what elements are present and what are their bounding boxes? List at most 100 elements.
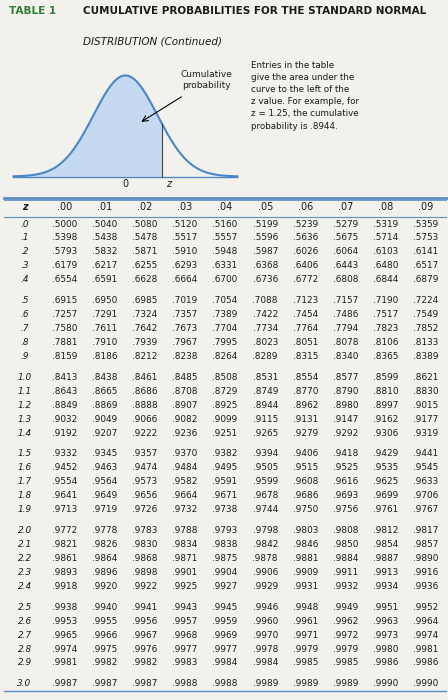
Text: .5871: .5871 xyxy=(132,247,158,256)
Text: .9177: .9177 xyxy=(413,414,438,424)
Text: .9934: .9934 xyxy=(373,582,398,591)
Text: .9686: .9686 xyxy=(293,491,318,500)
Text: .9983: .9983 xyxy=(172,659,198,668)
Text: .9953: .9953 xyxy=(52,617,77,626)
Text: Cumulative
probability: Cumulative probability xyxy=(180,70,232,90)
Text: .7357: .7357 xyxy=(172,310,198,319)
Text: .9357: .9357 xyxy=(132,449,158,459)
Text: .9463: .9463 xyxy=(92,463,117,473)
Text: .9932: .9932 xyxy=(333,582,358,591)
Text: .9987: .9987 xyxy=(132,680,158,688)
Text: .5910: .5910 xyxy=(172,247,198,256)
Text: .9066: .9066 xyxy=(132,414,158,424)
Text: .9936: .9936 xyxy=(413,582,438,591)
Text: .9162: .9162 xyxy=(373,414,398,424)
Text: .8749: .8749 xyxy=(253,387,278,395)
Text: .9975: .9975 xyxy=(92,645,117,654)
Text: .9887: .9887 xyxy=(373,554,398,563)
Text: .9846: .9846 xyxy=(293,540,318,549)
Text: .9985: .9985 xyxy=(293,659,318,668)
Text: .5040: .5040 xyxy=(92,220,117,229)
Text: 1.1: 1.1 xyxy=(17,387,32,395)
Text: .9656: .9656 xyxy=(132,491,158,500)
Text: .7910: .7910 xyxy=(92,338,117,347)
Text: .7224: .7224 xyxy=(413,296,438,305)
Text: .5: .5 xyxy=(20,296,29,305)
Text: .7123: .7123 xyxy=(293,296,318,305)
Text: .7823: .7823 xyxy=(373,324,398,333)
Text: .9418: .9418 xyxy=(333,449,358,459)
Text: .8289: .8289 xyxy=(253,352,278,361)
Text: .6217: .6217 xyxy=(92,261,117,270)
Text: .9893: .9893 xyxy=(52,568,78,577)
Text: .2: .2 xyxy=(20,247,29,256)
Text: 1.3: 1.3 xyxy=(17,414,32,424)
Text: CUMULATIVE PROBABILITIES FOR THE STANDARD NORMAL: CUMULATIVE PROBABILITIES FOR THE STANDAR… xyxy=(83,6,426,16)
Text: .9988: .9988 xyxy=(172,680,198,688)
Text: .8078: .8078 xyxy=(333,338,358,347)
Text: .9955: .9955 xyxy=(92,617,117,626)
Text: .9989: .9989 xyxy=(333,680,358,688)
Text: .5987: .5987 xyxy=(253,247,278,256)
Text: 1.5: 1.5 xyxy=(17,449,32,459)
Text: .9916: .9916 xyxy=(413,568,438,577)
Text: .9945: .9945 xyxy=(212,603,238,612)
Text: .9192: .9192 xyxy=(52,428,77,438)
Text: .9987: .9987 xyxy=(52,680,78,688)
Text: .08: .08 xyxy=(378,202,393,212)
Text: .9985: .9985 xyxy=(333,659,358,668)
Text: .05: .05 xyxy=(258,202,273,212)
Text: .9049: .9049 xyxy=(92,414,117,424)
Text: .9972: .9972 xyxy=(333,631,358,640)
Text: .9988: .9988 xyxy=(212,680,238,688)
Text: .7549: .7549 xyxy=(413,310,438,319)
Text: .9976: .9976 xyxy=(132,645,158,654)
Text: .9979: .9979 xyxy=(293,645,318,654)
Text: .9984: .9984 xyxy=(253,659,278,668)
Text: .9963: .9963 xyxy=(373,617,398,626)
Text: .9951: .9951 xyxy=(373,603,398,612)
Text: .9977: .9977 xyxy=(172,645,198,654)
Text: .5080: .5080 xyxy=(132,220,158,229)
Text: .8869: .8869 xyxy=(92,400,117,410)
Text: .5000: .5000 xyxy=(52,220,77,229)
Text: 2.5: 2.5 xyxy=(17,603,32,612)
Text: .4: .4 xyxy=(20,275,29,284)
Text: .8830: .8830 xyxy=(413,387,439,395)
Text: .9960: .9960 xyxy=(253,617,278,626)
Text: .7764: .7764 xyxy=(293,324,318,333)
Text: .9599: .9599 xyxy=(253,477,278,486)
Text: .6915: .6915 xyxy=(52,296,77,305)
Text: .6879: .6879 xyxy=(413,275,439,284)
Text: TABLE 1: TABLE 1 xyxy=(9,6,56,16)
Text: .8643: .8643 xyxy=(52,387,78,395)
Text: 1.2: 1.2 xyxy=(17,400,32,410)
Text: 1.9: 1.9 xyxy=(17,505,32,514)
Text: .7454: .7454 xyxy=(293,310,318,319)
Text: .9980: .9980 xyxy=(373,645,398,654)
Text: .9744: .9744 xyxy=(253,505,278,514)
Text: .9918: .9918 xyxy=(52,582,78,591)
Text: .9834: .9834 xyxy=(172,540,198,549)
Text: .8340: .8340 xyxy=(333,352,358,361)
Text: .6554: .6554 xyxy=(52,275,77,284)
Text: .9406: .9406 xyxy=(293,449,318,459)
Text: .9649: .9649 xyxy=(92,491,117,500)
Text: .9515: .9515 xyxy=(293,463,318,473)
Text: .9982: .9982 xyxy=(92,659,117,668)
Text: .9505: .9505 xyxy=(253,463,278,473)
Text: .9878: .9878 xyxy=(253,554,278,563)
Text: .9920: .9920 xyxy=(92,582,117,591)
Text: .7967: .7967 xyxy=(172,338,198,347)
Text: .9783: .9783 xyxy=(132,526,158,535)
Text: .9929: .9929 xyxy=(253,582,278,591)
Text: .04: .04 xyxy=(217,202,233,212)
Text: .9495: .9495 xyxy=(212,463,238,473)
Text: .03: .03 xyxy=(177,202,193,212)
Text: .5279: .5279 xyxy=(333,220,358,229)
Text: .6293: .6293 xyxy=(172,261,198,270)
Text: .6985: .6985 xyxy=(132,296,158,305)
Text: .9345: .9345 xyxy=(92,449,117,459)
Text: .7673: .7673 xyxy=(172,324,198,333)
Text: .9978: .9978 xyxy=(253,645,278,654)
